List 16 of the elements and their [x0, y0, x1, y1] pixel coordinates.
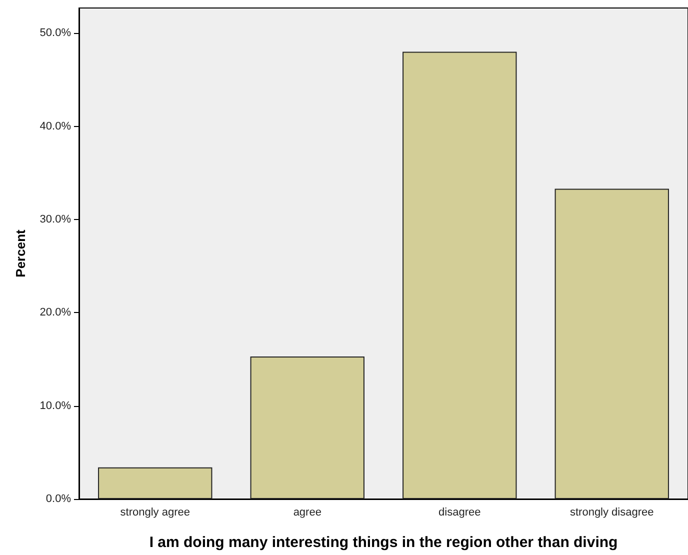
x-tick-label: disagree [438, 506, 481, 518]
bar [402, 52, 517, 499]
x-tick-label: strongly agree [120, 506, 190, 518]
y-tick-label: 0.0% [46, 493, 72, 505]
x-axis-title: I am doing many interesting things in the region other than diving [149, 534, 618, 551]
y-tick-label: 10.0% [40, 400, 72, 412]
y-tick-label: 20.0% [40, 306, 72, 319]
bar [98, 467, 212, 499]
x-tick-label: strongly disagree [570, 506, 654, 518]
bar [250, 356, 364, 499]
x-tick-label: agree [293, 506, 322, 518]
y-tick-label: 50.0% [40, 27, 72, 40]
y-tick-label: 40.0% [40, 120, 72, 132]
bar [554, 188, 669, 499]
y-axis-title: Percent [13, 228, 28, 278]
y-tick-label: 30.0% [40, 213, 72, 226]
